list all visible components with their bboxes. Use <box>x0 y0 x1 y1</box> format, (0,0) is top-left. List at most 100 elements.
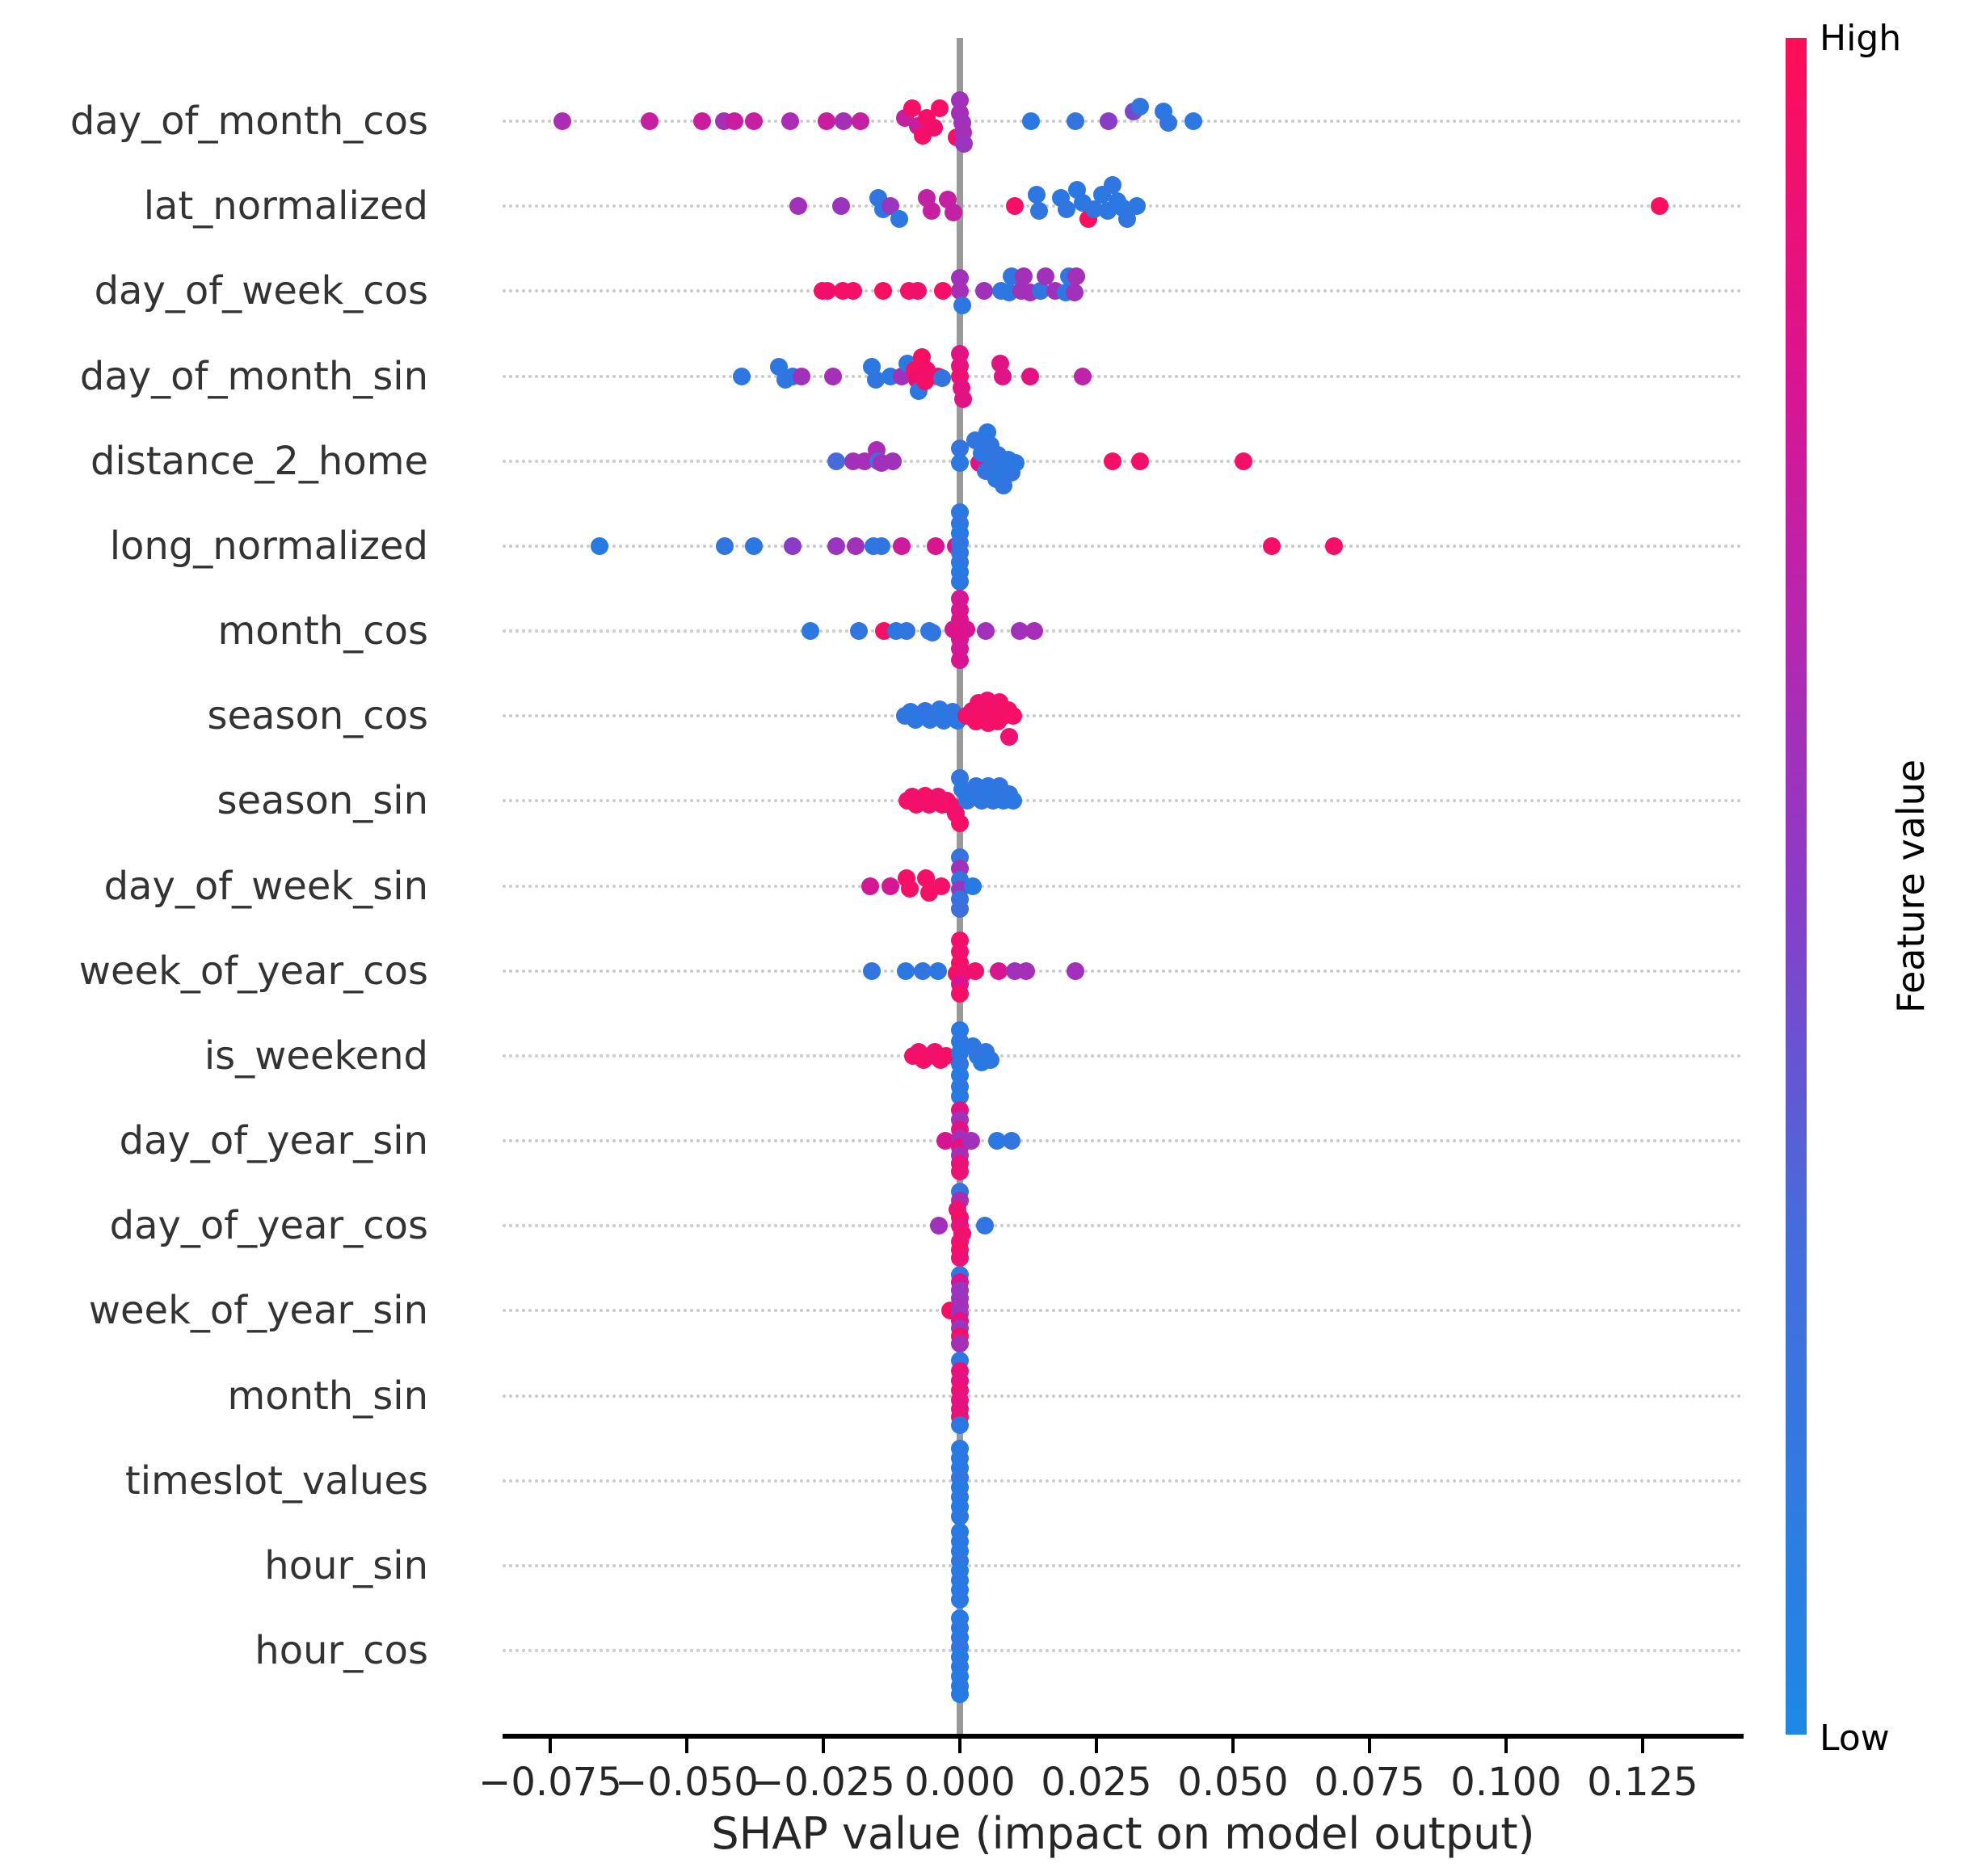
shap-dot <box>1325 536 1344 555</box>
x-tick-mark <box>1231 1739 1235 1753</box>
row-gridline <box>503 289 1742 293</box>
shap-dot <box>1128 197 1146 216</box>
row-gridline <box>503 544 1742 548</box>
shap-dot <box>914 961 932 980</box>
shap-dot <box>929 1217 948 1235</box>
x-tick-label: 0.050 <box>1177 1760 1289 1805</box>
shap-dot <box>951 282 969 301</box>
shap-dot <box>966 961 984 980</box>
shap-dot <box>553 112 571 130</box>
x-tick-mark <box>1641 1739 1644 1753</box>
shap-dot <box>855 452 873 470</box>
feature-label-hour_sin: hour_sin <box>264 1542 428 1588</box>
feature-label-distance_2_home: distance_2_home <box>90 438 428 484</box>
shap-dot <box>789 197 807 216</box>
shap-dot <box>954 389 973 408</box>
shap-dot <box>1025 622 1043 640</box>
shap-dot <box>951 439 969 457</box>
feature-label-day_of_month_sin: day_of_month_sin <box>79 353 428 399</box>
shap-dot <box>951 453 969 472</box>
shap-dot <box>1004 792 1023 810</box>
x-tick-label: 0.125 <box>1587 1760 1698 1805</box>
x-tick-mark <box>1504 1739 1508 1753</box>
feature-label-timeslot_values: timeslot_values <box>124 1457 428 1504</box>
shap-dot <box>934 282 952 301</box>
row-gridline <box>503 1649 1742 1653</box>
shap-dot <box>951 1507 969 1525</box>
shap-dot <box>1067 112 1085 130</box>
shap-dot <box>951 1685 969 1704</box>
feature-label-long_normalized: long_normalized <box>109 523 428 569</box>
shap-dot <box>1651 197 1668 216</box>
shap-dot <box>1004 707 1023 726</box>
shap-dot <box>951 1590 969 1609</box>
shap-dot <box>844 282 862 301</box>
row-gridline <box>503 374 1742 378</box>
shap-dot <box>961 1132 980 1150</box>
x-tick-mark <box>822 1739 825 1753</box>
shap-dot <box>900 879 919 898</box>
x-tick-mark <box>549 1739 552 1753</box>
colorbar-high-label: High <box>1820 18 1902 59</box>
shap-dot <box>951 1249 969 1268</box>
feature-label-season_sin: season_sin <box>217 778 428 824</box>
shap-dot <box>1032 282 1050 301</box>
feature-label-day_of_week_sin: day_of_week_sin <box>103 863 428 909</box>
row-gridline <box>503 714 1742 718</box>
shap-dot <box>1184 112 1203 130</box>
shap-dot <box>988 1132 1006 1150</box>
shap-dot <box>725 112 743 130</box>
feature-label-week_of_year_sin: week_of_year_sin <box>88 1288 428 1334</box>
row-gridline <box>503 629 1742 633</box>
shap-dot <box>1011 622 1029 640</box>
x-tick-label: 0.100 <box>1450 1760 1562 1805</box>
shap-dot <box>890 210 908 229</box>
shap-dot <box>1027 186 1046 204</box>
shap-dot <box>1021 112 1040 130</box>
shap-dot <box>908 282 927 301</box>
x-axis-line <box>503 1734 1744 1739</box>
shap-dot <box>937 1046 956 1065</box>
shap-dot <box>818 112 836 130</box>
shap-dot <box>924 624 942 641</box>
shap-dot <box>866 370 885 389</box>
shap-dot <box>999 728 1018 747</box>
shap-dot <box>846 536 865 555</box>
shap-dot <box>951 1335 969 1353</box>
shap-dot <box>990 961 1008 980</box>
shap-dot <box>931 99 949 117</box>
feature-label-day_of_year_cos: day_of_year_cos <box>109 1203 428 1249</box>
shap-dot <box>1007 453 1025 472</box>
shap-dot <box>951 814 969 833</box>
row-gridline <box>503 1563 1742 1567</box>
x-tick-label: 0.000 <box>904 1760 1016 1805</box>
shap-dot <box>641 112 659 130</box>
shap-dot <box>951 572 969 591</box>
shap-dot <box>818 282 837 301</box>
shap-dot <box>882 877 900 895</box>
feature-label-day_of_year_sin: day_of_year_sin <box>119 1118 428 1163</box>
shap-dot <box>1057 200 1075 219</box>
shap-dot <box>863 961 882 980</box>
row-gridline <box>503 1139 1742 1142</box>
feature-label-day_of_week_cos: day_of_week_cos <box>94 268 428 314</box>
shap-dot <box>692 112 711 130</box>
shap-dot <box>974 282 993 301</box>
shap-dot <box>1067 267 1085 286</box>
shap-dot <box>732 367 751 385</box>
x-tick-mark <box>958 1739 961 1753</box>
x-axis-title: SHAP value (impact on model output) <box>711 1808 1535 1859</box>
shap-dot <box>1131 98 1150 116</box>
shap-dot <box>1159 114 1178 132</box>
shap-dot <box>1066 961 1084 980</box>
shap-dot <box>1020 367 1039 385</box>
shap-dot <box>953 297 971 315</box>
shap-dot <box>903 99 921 117</box>
shap-dot <box>929 961 947 980</box>
feature-label-day_of_month_cos: day_of_month_cos <box>69 99 428 144</box>
feature-label-month_cos: month_cos <box>217 608 428 654</box>
row-gridline <box>503 1224 1742 1228</box>
shap-dot <box>898 622 916 640</box>
shap-dot <box>922 202 940 221</box>
